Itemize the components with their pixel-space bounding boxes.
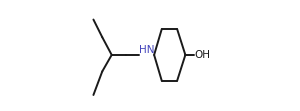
- Text: OH: OH: [195, 50, 211, 60]
- Text: HN: HN: [139, 45, 154, 55]
